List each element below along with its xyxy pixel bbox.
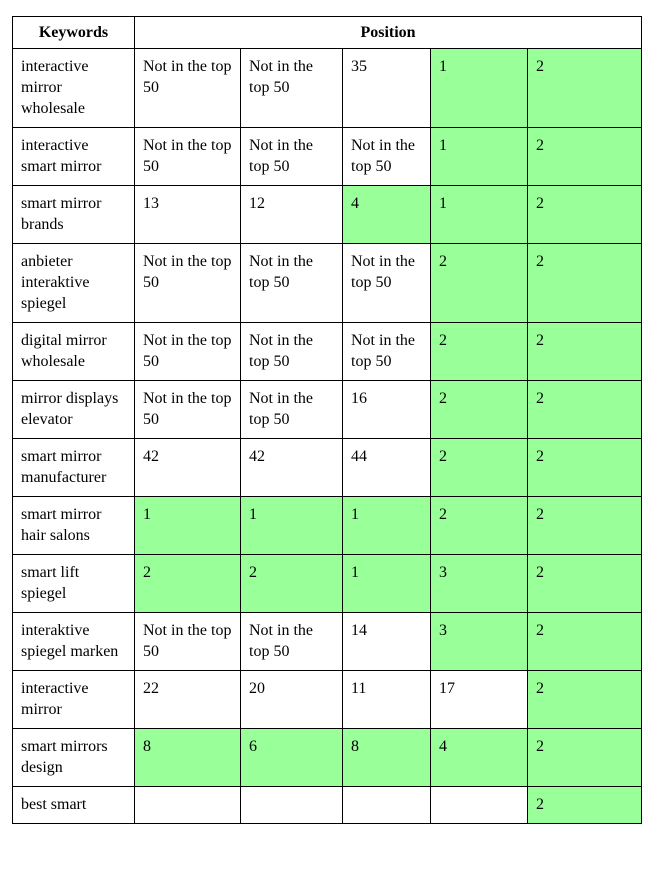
- table-row: smart mirror hair salons 1 1 1 2 2: [12, 496, 643, 555]
- keywords-column-header: Keywords: [12, 16, 135, 49]
- keyword-cell: smart lift spiegel: [12, 554, 135, 613]
- position-cell: Not in the top 50: [240, 322, 343, 381]
- position-cell: Not in the top 50: [240, 48, 343, 128]
- position-cell: 13: [134, 185, 241, 244]
- table-row: smart lift spiegel 2 2 1 3 2: [12, 554, 643, 613]
- table-row: digital mirror wholesale Not in the top 5…: [12, 322, 643, 381]
- position-cell: 1: [342, 554, 431, 613]
- position-cell: 1: [134, 496, 241, 555]
- keyword-cell: anbieter interaktive spiegel: [12, 243, 135, 323]
- position-cell: 2: [526, 438, 643, 497]
- keyword-cell: smart mirrors design: [12, 728, 135, 787]
- keyword-cell: smart mirror brands: [12, 185, 135, 244]
- position-cell: 2: [526, 48, 643, 128]
- position-cell: Not in the top 50: [342, 243, 431, 323]
- position-cell: Not in the top 50: [134, 322, 241, 381]
- position-cell: [240, 786, 343, 824]
- position-cell: 4: [430, 728, 528, 787]
- keyword-cell: digital mirror wholesale: [12, 322, 135, 381]
- position-cell: 2: [526, 127, 643, 186]
- position-cell: 17: [430, 670, 528, 729]
- position-cell: [342, 786, 431, 824]
- position-cell: 6: [240, 728, 343, 787]
- position-cell: 1: [430, 48, 528, 128]
- position-cell: 1: [430, 185, 528, 244]
- position-cell: 2: [526, 554, 643, 613]
- keyword-cell: smart mirror manufacturer: [12, 438, 135, 497]
- position-cell: 35: [342, 48, 431, 128]
- table-header-row: Keywords Position: [12, 16, 643, 49]
- keyword-cell: interactive mirror wholesale: [12, 48, 135, 128]
- position-cell: 2: [430, 438, 528, 497]
- table-row: interactive smart mirror Not in the top 5…: [12, 127, 643, 186]
- position-cell: 12: [240, 185, 343, 244]
- position-cell: 4: [342, 185, 431, 244]
- table-row: anbieter interaktive spiegel Not in the t…: [12, 243, 643, 323]
- position-cell: 2: [526, 612, 643, 671]
- position-cell: 44: [342, 438, 431, 497]
- position-cell: Not in the top 50: [240, 127, 343, 186]
- table-row: interaktive spiegel marken Not in the top…: [12, 612, 643, 671]
- position-cell: Not in the top 50: [134, 48, 241, 128]
- position-cell: 42: [134, 438, 241, 497]
- position-cell: Not in the top 50: [342, 322, 431, 381]
- position-cell: 1: [342, 496, 431, 555]
- position-cell: Not in the top 50: [342, 127, 431, 186]
- table-row: best smart 2: [12, 786, 643, 824]
- position-cell: 2: [526, 243, 643, 323]
- keyword-cell: best smart: [12, 786, 135, 824]
- position-cell: 42: [240, 438, 343, 497]
- keyword-cell: mirror displays elevator: [12, 380, 135, 439]
- table-row: smart mirror manufacturer 42 42 44 2 2: [12, 438, 643, 497]
- position-cell: 1: [240, 496, 343, 555]
- position-cell: 3: [430, 612, 528, 671]
- position-cell: 2: [526, 380, 643, 439]
- position-column-header: Position: [133, 16, 643, 49]
- position-cell: Not in the top 50: [240, 380, 343, 439]
- position-cell: [430, 786, 528, 824]
- position-cell: Not in the top 50: [240, 612, 343, 671]
- position-cell: Not in the top 50: [134, 243, 241, 323]
- position-cell: 2: [526, 670, 643, 729]
- position-cell: 22: [134, 670, 241, 729]
- position-cell: 8: [342, 728, 431, 787]
- keyword-cell: interactive mirror: [12, 670, 135, 729]
- position-cell: 2: [526, 185, 643, 244]
- position-cell: 2: [526, 496, 643, 555]
- position-cell: 11: [342, 670, 431, 729]
- keyword-position-table: Keywords Position interactive mirror who…: [12, 16, 643, 824]
- position-cell: 2: [526, 728, 643, 787]
- table-row: smart mirrors design 8 6 8 4 2: [12, 728, 643, 787]
- position-cell: 2: [430, 322, 528, 381]
- position-cell: [134, 786, 241, 824]
- keyword-cell: interactive smart mirror: [12, 127, 135, 186]
- position-cell: 14: [342, 612, 431, 671]
- position-cell: 2: [430, 243, 528, 323]
- keyword-cell: smart mirror hair salons: [12, 496, 135, 555]
- position-cell: Not in the top 50: [134, 127, 241, 186]
- position-cell: 20: [240, 670, 343, 729]
- position-cell: 2: [526, 786, 643, 824]
- position-cell: 8: [134, 728, 241, 787]
- position-cell: 2: [240, 554, 343, 613]
- position-cell: 3: [430, 554, 528, 613]
- table-row: mirror displays elevator Not in the top 5…: [12, 380, 643, 439]
- keyword-cell: interaktive spiegel marken: [12, 612, 135, 671]
- position-cell: 16: [342, 380, 431, 439]
- position-cell: 2: [430, 380, 528, 439]
- table-row: interactive mirror wholesale Not in the t…: [12, 48, 643, 128]
- table-row: interactive mirror 22 20 11 17 2: [12, 670, 643, 729]
- position-cell: Not in the top 50: [134, 380, 241, 439]
- position-cell: 1: [430, 127, 528, 186]
- position-cell: 2: [526, 322, 643, 381]
- position-cell: 2: [430, 496, 528, 555]
- table-body: interactive mirror wholesale Not in the t…: [12, 48, 643, 824]
- position-cell: 2: [134, 554, 241, 613]
- position-cell: Not in the top 50: [134, 612, 241, 671]
- position-cell: Not in the top 50: [240, 243, 343, 323]
- table-row: smart mirror brands 13 12 4 1 2: [12, 185, 643, 244]
